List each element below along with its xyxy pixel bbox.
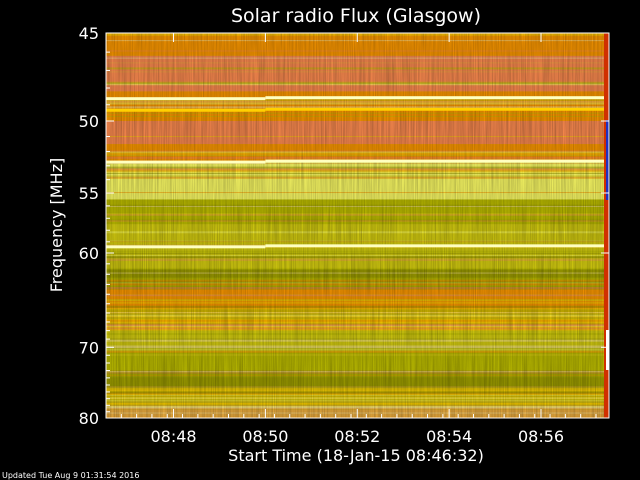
bright-line [265,96,609,100]
y-axis-label: Frequency [MHz] [47,158,66,292]
bright-line [106,108,266,112]
y-tick-label: 45 [79,24,99,43]
y-axis: 45 50 55 60 70 80 [79,24,609,428]
y-tick-label: 70 [79,338,99,357]
x-tick-label: 08:48 [150,427,196,446]
x-axis: 08:48 08:50 08:52 08:54 08:56 [105,33,597,446]
y-tick-label: 55 [79,184,99,203]
bright-line [265,159,609,163]
plot-area [106,33,609,418]
x-axis-label: Start Time (18-Jan-15 08:46:32) [228,446,484,465]
footer-updated-text: Updated Tue Aug 9 01:31:54 2016 [2,471,139,480]
bright-line [106,97,266,101]
bright-line [106,245,266,249]
x-tick-label: 08:52 [334,427,380,446]
x-tick-label: 08:50 [242,427,288,446]
plot-edge-white-mark [606,330,609,370]
bright-line [265,244,609,248]
plot-right-edge-strip [604,33,609,418]
y-tick-label: 50 [79,112,99,131]
bright-line [265,107,609,111]
x-tick-label: 08:54 [426,427,472,446]
bright-line [106,160,266,164]
y-tick-label: 80 [79,409,99,428]
y-tick-label: 60 [79,244,99,263]
chart-title: Solar radio Flux (Glasgow) [231,5,481,27]
x-tick-label: 08:56 [518,427,564,446]
plot-edge-blue-mark [606,120,609,200]
